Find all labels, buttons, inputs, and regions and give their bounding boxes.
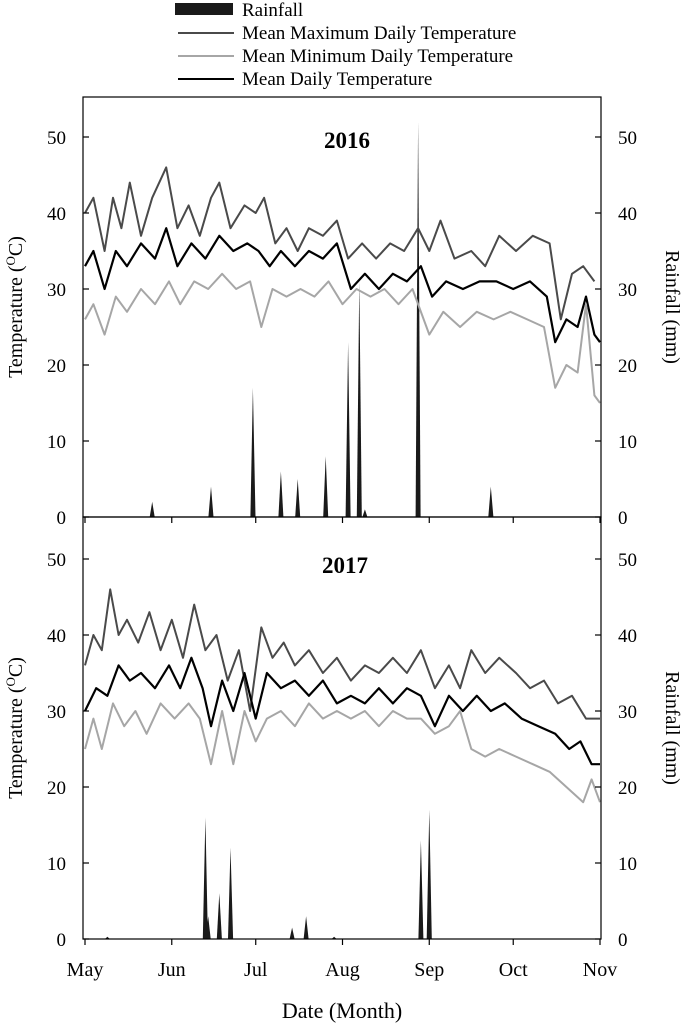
series-line-tmean-2017: [84, 656, 600, 766]
x-tick-label-Nov: Nov: [583, 959, 617, 981]
y-tick-label-left-2017-30: 30: [47, 702, 66, 723]
y-tick-label-right-2016-50: 50: [618, 128, 637, 149]
rainfall-bar-2016-06-30: [250, 387, 256, 517]
y-tick-label-left-2016-30: 30: [47, 280, 66, 301]
panel-2016: 0 10 20 30 40 50 0 10 20 30 40 50 2016 Temperature…: [3, 96, 683, 529]
temperature-lines-2017: [84, 588, 601, 804]
y-tick-label-right-2017-20: 20: [618, 778, 637, 799]
rainfall-bar-2017-09-01: [426, 809, 432, 939]
x-tick-label-Jun: Jun: [158, 959, 186, 981]
rainfall-bar-2016-07-16: [295, 479, 301, 517]
panel-title-2017: 2017: [322, 553, 368, 578]
rainfall-bar-2017-08-29: [418, 840, 424, 939]
y-tick-label-left-2016-0: 0: [57, 508, 67, 529]
y-tick-label-right-2016-10: 10: [618, 432, 637, 453]
y-tick-label-right-2016-30: 30: [618, 280, 637, 301]
y-tick-label-right-2017-30: 30: [618, 702, 637, 723]
rainfall-bar-2017-06-13: [202, 817, 208, 939]
rainfall-bar-2017-06-14: [205, 916, 211, 939]
y-label-right-2017: Rainfall (mm): [661, 671, 683, 785]
rainfall-bar-2016-08-28: [415, 121, 421, 518]
x-tick-label-Jul: Jul: [244, 959, 268, 981]
legend: Rainfall Mean Maximum Daily Temperature …: [175, 0, 516, 90]
rainfall-bars-2017: [104, 809, 432, 939]
y-tick-label-right-2017-10: 10: [618, 854, 637, 875]
y-ticks-left-2016: 0 10 20 30 40 50: [47, 128, 89, 529]
y-tick-label-right-2017-40: 40: [618, 626, 637, 647]
x-tick-label-Oct: Oct: [499, 959, 528, 981]
panel-title-2016: 2016: [324, 128, 370, 153]
y-tick-label-left-2016-20: 20: [47, 356, 66, 377]
x-axis: May Jun Jul Aug Sep Oct Nov: [67, 517, 617, 981]
y-tick-label-right-2017-50: 50: [618, 550, 637, 571]
y-tick-label-right-2017-0: 0: [618, 930, 628, 951]
rainfall-bar-2017-06-18: [216, 893, 222, 939]
rainfall-bar-2016-08-03: [345, 342, 351, 517]
series-line-tmin-2016: [84, 272, 601, 404]
plot-frame-2017: [82, 516, 602, 940]
legend-label-rainfall: Rainfall: [242, 0, 303, 21]
y-ticks-left-2017: 0 10 20 30 40 50: [47, 550, 89, 951]
rainfall-bar-2016-08-09: [362, 509, 368, 517]
rainfall-bars-2016: [149, 121, 494, 518]
x-tick-label-Aug: Aug: [325, 959, 359, 981]
y-tick-label-left-2017-10: 10: [47, 854, 66, 875]
y-tick-label-right-2016-20: 20: [618, 356, 637, 377]
y-tick-label-left-2017-0: 0: [57, 930, 67, 951]
rainfall-bar-2016-08-07: [356, 281, 362, 517]
x-axis-label: Date (Month): [282, 998, 402, 1023]
rainfall-bar-2017-06-22: [228, 847, 234, 939]
rainfall-bar-2016-07-26: [323, 456, 329, 517]
temperature-lines-2016: [84, 166, 601, 404]
y-label-left-2017: Temperature (OC): [3, 657, 28, 799]
y-tick-label-left-2017-50: 50: [47, 550, 66, 571]
x-tick-label-Sep: Sep: [414, 959, 444, 981]
rainfall-bar-2017-07-14: [289, 927, 295, 939]
y-ticks-right-2017: 0 10 20 30 40 50: [595, 550, 637, 951]
rainfall-bar-2017-07-19: [303, 916, 309, 939]
y-tick-label-right-2016-0: 0: [618, 508, 628, 529]
y-tick-label-left-2016-10: 10: [47, 432, 66, 453]
legend-swatch-rainfall: [175, 3, 233, 15]
series-line-tmax-2016: [84, 166, 596, 321]
y-ticks-right-2016: 0 10 20 30 40 50: [595, 128, 637, 529]
panel-2017: 0 10 20 30 40 50 0 10 20 30 40 50 2017 Temperature…: [3, 516, 683, 951]
series-line-tmean-2016: [84, 227, 601, 344]
y-tick-label-left-2016-40: 40: [47, 204, 66, 225]
y-tick-label-left-2017-40: 40: [47, 626, 66, 647]
legend-label-tmean: Mean Daily Temperature: [242, 69, 432, 90]
rainfall-bar-2016-09-23: [488, 486, 494, 517]
y-tick-label-right-2016-40: 40: [618, 204, 637, 225]
x-tick-label-May: May: [67, 959, 104, 981]
rainfall-bar-2016-05-25: [149, 501, 155, 517]
y-label-right-2016: Rainfall (mm): [661, 250, 683, 364]
legend-label-tmin: Mean Minimum Daily Temperature: [242, 46, 513, 67]
rainfall-bar-2016-06-15: [208, 486, 214, 517]
series-line-tmax-2017: [84, 588, 600, 720]
legend-label-tmax: Mean Maximum Daily Temperature: [242, 23, 516, 44]
y-label-left-2016: Temperature (OC): [3, 236, 28, 378]
rainfall-bar-2016-07-10: [278, 471, 284, 517]
series-line-tmin-2017: [84, 702, 601, 804]
plot-frame-2016: [82, 96, 602, 518]
y-tick-label-left-2017-20: 20: [47, 778, 66, 799]
y-tick-label-left-2016-50: 50: [47, 128, 66, 149]
